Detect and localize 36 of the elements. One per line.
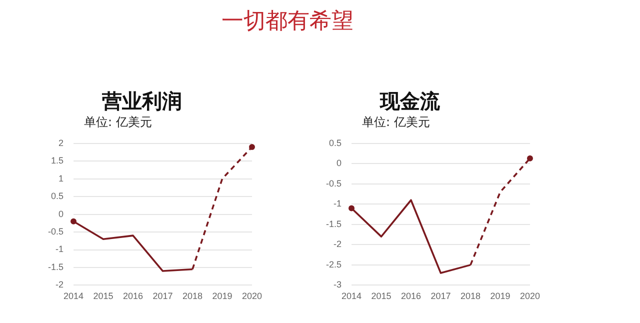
x-tick-label: 2016	[122, 291, 144, 302]
x-tick-label: 2018	[460, 291, 481, 302]
x-tick-label: 2020	[520, 291, 540, 302]
y-tick-label: 1	[58, 173, 64, 184]
y-tick-label: 0.5	[50, 191, 64, 202]
text: 一切都有希望	[220, 8, 354, 36]
y-tick-label: -3	[333, 280, 342, 290]
x-tick-label: 2017	[430, 291, 451, 302]
y-tick-label: 0	[336, 158, 342, 168]
chart-title: 营业利润	[102, 88, 182, 115]
x-tick-label: 2016	[400, 291, 422, 302]
x-tick-label: 2017	[152, 291, 173, 302]
y-tick-label: -1	[55, 244, 64, 254]
x-tick-label: 2018	[182, 291, 203, 302]
chart-title: 现金流	[380, 88, 440, 115]
y-tick-label: 1.5	[50, 156, 64, 166]
x-tick-label: 2014	[63, 291, 84, 302]
x-tick-label: 2019	[490, 291, 510, 302]
y-tick-label: -0.5	[48, 226, 64, 237]
y-tick-label: -2	[333, 239, 342, 250]
y-tick-label: -1.5	[326, 218, 342, 229]
chart-subtitle: 单位: 亿美元	[362, 114, 430, 131]
y-tick-label: -2	[55, 280, 64, 290]
y-tick-label: -2.5	[326, 259, 342, 270]
y-tick-label: -0.5	[326, 178, 342, 188]
x-tick-label: 2015	[93, 291, 114, 302]
x-tick-label: 2019	[212, 291, 232, 302]
x-tick-label: 2014	[341, 291, 362, 302]
y-tick-label: -1	[333, 198, 342, 209]
x-tick-label: 2020	[242, 291, 262, 302]
chart-subtitle: 单位: 亿美元	[84, 114, 152, 131]
y-tick-label: 0	[58, 208, 64, 219]
y-tick-label: 2	[58, 138, 64, 148]
y-tick-label: -1.5	[48, 262, 64, 272]
y-tick-label: 0.5	[328, 138, 342, 148]
x-tick-label: 2015	[371, 291, 392, 302]
